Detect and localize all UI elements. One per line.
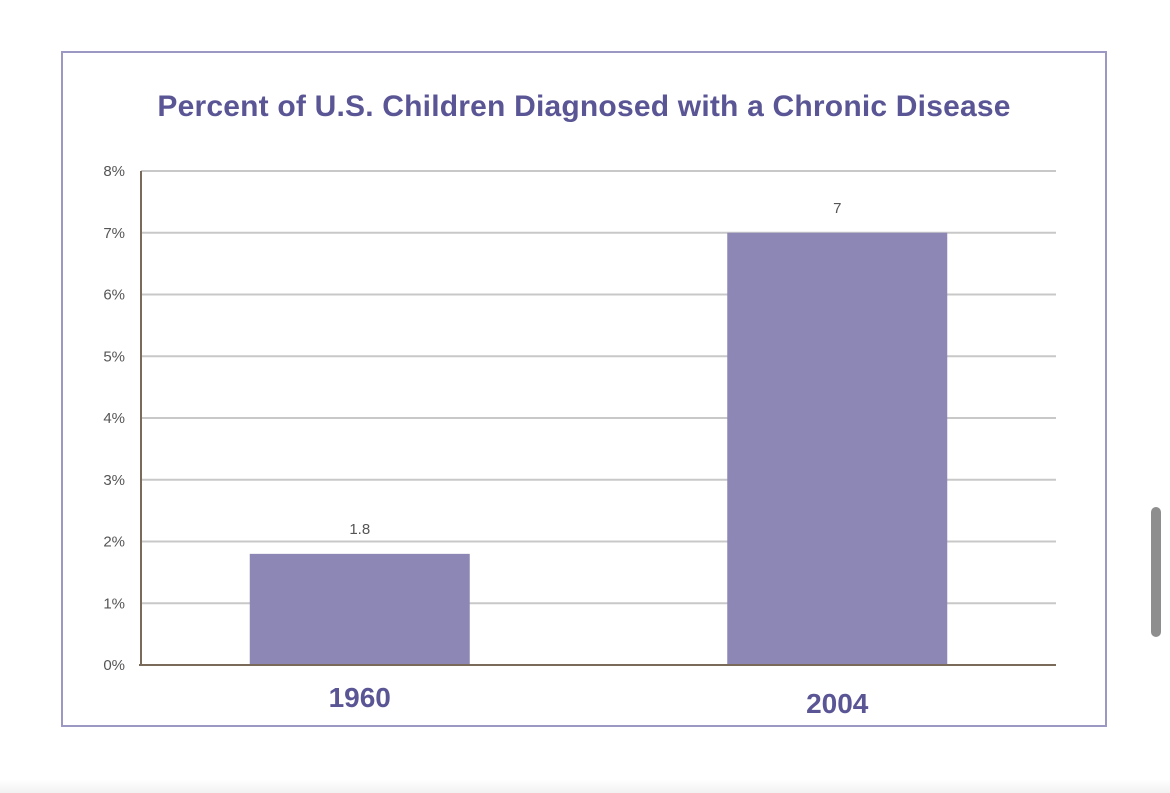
y-tick-label: 2% <box>103 534 125 551</box>
chart-frame: Percent of U.S. Children Diagnosed with … <box>61 51 1107 727</box>
y-tick-label: 1% <box>103 595 125 612</box>
y-tick-label: 8% <box>103 163 125 180</box>
chart-title: Percent of U.S. Children Diagnosed with … <box>157 90 1011 123</box>
x-tick-label: 1960 <box>329 682 391 713</box>
bar-1960 <box>249 553 470 665</box>
y-tick-label: 0% <box>103 657 125 674</box>
bar-chart: 0% 1% 2% 3% 4% 5% 6% 7% 8% 1.8 1960 7 2004 <box>103 163 1056 719</box>
data-label: 7 <box>833 200 841 217</box>
y-tick-label: 6% <box>103 287 125 304</box>
bar-2004 <box>727 232 948 665</box>
y-tick-label: 5% <box>103 348 125 365</box>
y-tick-label: 3% <box>103 472 125 489</box>
y-tick-label: 4% <box>103 410 125 427</box>
page-bottom-edge <box>0 780 1170 793</box>
x-tick-label: 2004 <box>806 688 869 719</box>
scrollbar-thumb[interactable] <box>1151 507 1161 637</box>
y-tick-label: 7% <box>103 225 125 242</box>
data-label: 1.8 <box>349 521 370 538</box>
